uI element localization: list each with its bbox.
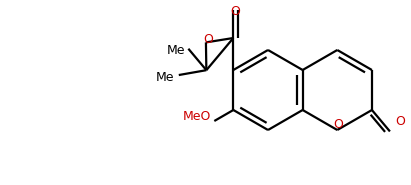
Text: O: O	[203, 33, 213, 46]
Text: MeO: MeO	[183, 110, 211, 123]
Text: O: O	[333, 118, 343, 131]
Text: Me: Me	[155, 70, 174, 84]
Text: O: O	[231, 5, 240, 18]
Text: O: O	[395, 115, 405, 128]
Text: Me: Me	[167, 44, 185, 57]
